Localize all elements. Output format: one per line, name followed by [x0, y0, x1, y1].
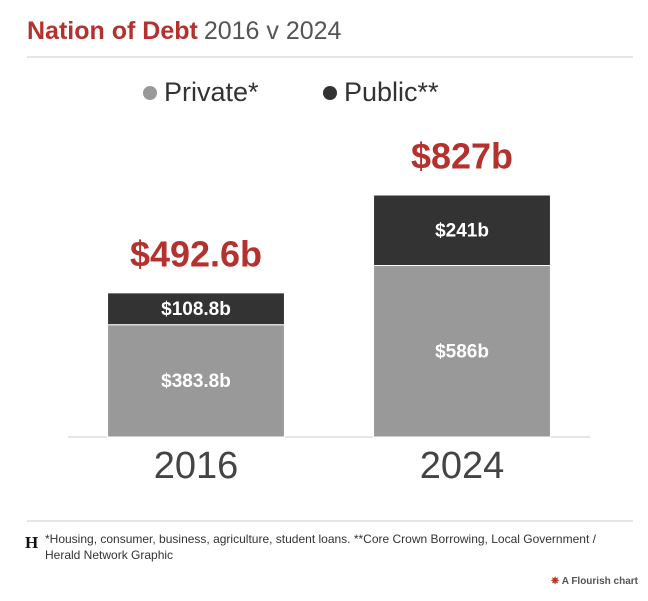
x-tick-label: 2024: [420, 445, 505, 487]
bar-segment: [373, 194, 551, 267]
credit-text: A Flourish chart: [561, 576, 638, 587]
bar-segment: [107, 292, 285, 326]
total-label: $827b: [411, 136, 513, 177]
value-label: $108.8b: [161, 299, 231, 320]
bar-segment: [107, 324, 285, 438]
bar-segment: [373, 265, 551, 438]
subtitle: 2016 v 2024: [204, 17, 342, 45]
x-tick-label: 2016: [154, 445, 239, 487]
svg-text:H: H: [25, 533, 38, 552]
footnote: *Housing, consumer, business, agricultur…: [45, 532, 596, 562]
value-label: $383.8b: [161, 371, 231, 392]
legend-label: Public**: [344, 77, 439, 107]
value-label: $241b: [435, 220, 489, 241]
herald-logo: H: [25, 533, 38, 552]
title: Nation of Debt: [27, 17, 198, 45]
total-label: $492.6b: [130, 233, 262, 274]
value-label: $586b: [435, 341, 489, 362]
credit: ✸ A Flourish chart: [550, 576, 638, 587]
legend-swatch: [323, 86, 337, 100]
legend-swatch: [143, 86, 157, 100]
chart-title: Nation of Debt 2016 v 2024: [27, 17, 342, 45]
legend-label: Private*: [164, 77, 259, 107]
